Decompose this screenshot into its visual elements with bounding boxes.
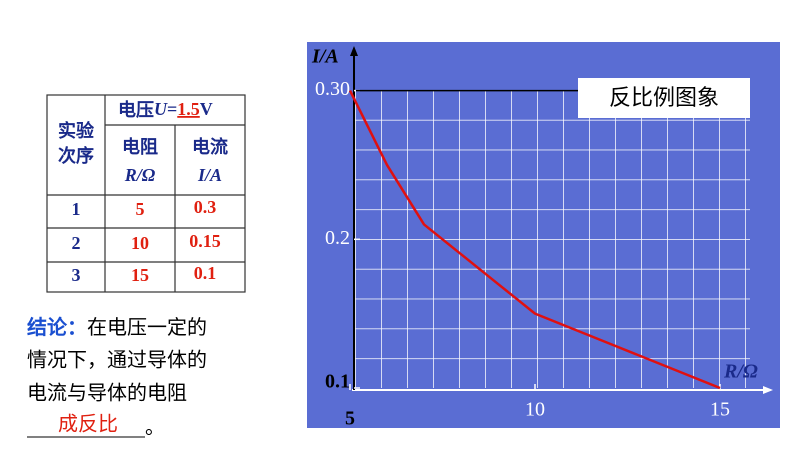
conclusion-label: 结论：	[27, 315, 87, 339]
row-index: 1	[72, 199, 81, 219]
x-tick-label: 15	[710, 399, 730, 421]
row-current: 0.3	[194, 197, 217, 217]
corner-2: 次序	[58, 145, 94, 167]
conclusion-text: 电流与导体的电阻	[27, 381, 187, 405]
table-rows: 1 5 0.32 10 0.153 15 0.1	[72, 197, 221, 285]
voltage-value: 1.5	[177, 99, 200, 119]
voltage-header: 电压U=1.5V	[118, 99, 213, 121]
row-resistance: 15	[131, 265, 149, 285]
conclusion-text: 在电压一定的	[87, 315, 207, 339]
y-tick-label: 0.1	[325, 371, 350, 393]
x-axis-arrow	[763, 386, 773, 394]
title-box	[578, 78, 750, 118]
corner-1: 实验	[58, 120, 95, 142]
x-tick-label: 5	[345, 408, 355, 430]
voltage-equals: =	[167, 99, 177, 119]
row-index: 3	[72, 265, 81, 285]
row-current: 0.15	[189, 231, 221, 251]
conclusion-line: 结论：在电压一定的	[27, 315, 207, 339]
col-r-unit: R/Ω	[124, 165, 156, 185]
row-current: 0.1	[194, 263, 217, 283]
voltage-symbol: U	[154, 99, 168, 119]
y-tick-label: 0.2	[325, 227, 350, 249]
data-table	[46, 94, 246, 293]
x-axis-label: R/Ω	[723, 361, 758, 383]
row-resistance: 10	[131, 233, 149, 253]
y-axis-label: I/A	[311, 46, 339, 68]
y-axis-arrow	[350, 46, 358, 56]
chart: 0.1 0.2 0.30 5 10 15 I/A R/Ω 反比例图象	[311, 46, 773, 430]
conclusion-answer: 成反比	[58, 412, 118, 436]
col-i: 电流	[192, 136, 228, 158]
chart-title: 反比例图象	[609, 86, 719, 111]
y-tick-label: 0.30	[315, 78, 350, 100]
voltage-label: 电压	[118, 99, 154, 121]
row-index: 2	[72, 233, 81, 253]
col-i-unit: I/A	[197, 165, 222, 185]
voltage-unit: V	[200, 99, 213, 119]
grid	[355, 90, 750, 388]
x-tick-label: 10	[525, 399, 545, 421]
conclusion-text: 情况下，通过导体的	[27, 348, 207, 372]
row-resistance: 5	[136, 199, 145, 219]
curve	[348, 90, 721, 390]
col-r: 电阻	[122, 136, 158, 158]
conclusion-end: 。	[145, 415, 165, 439]
